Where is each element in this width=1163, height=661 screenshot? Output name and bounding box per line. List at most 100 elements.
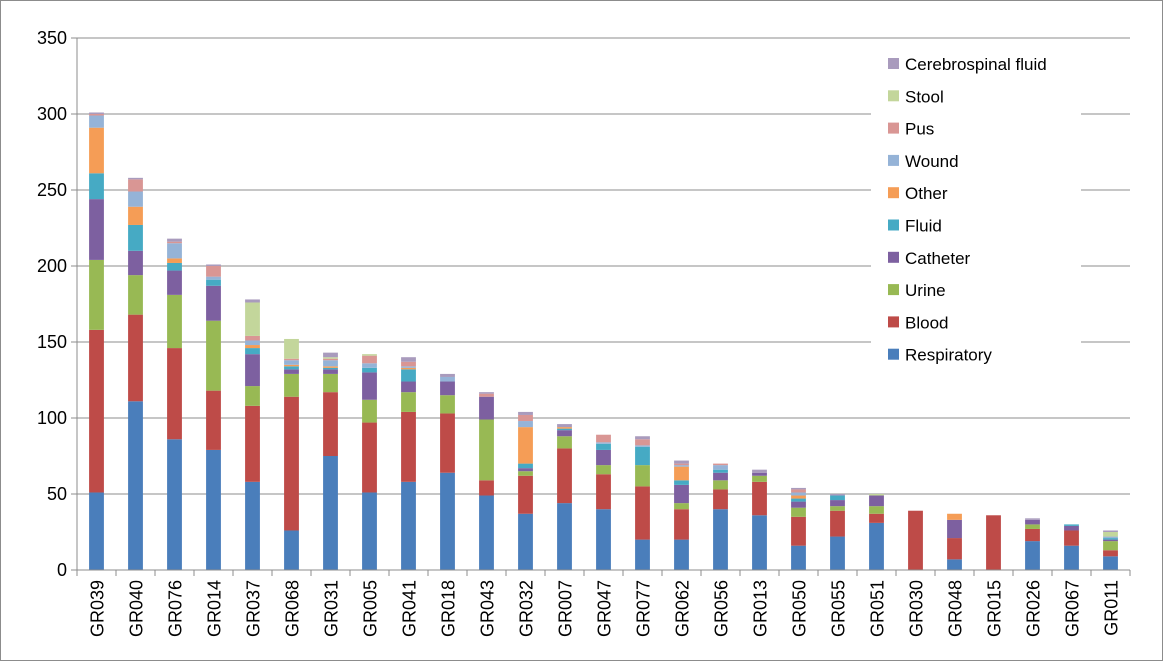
bar-segment-gr051-blood <box>869 513 884 523</box>
bar-segment-gr077-blood <box>635 486 650 540</box>
bar-segment-gr014-catheter <box>206 285 221 321</box>
bar-segment-gr031-catheter <box>323 369 338 374</box>
x-tick-label: GR005 <box>361 580 381 637</box>
x-tick-label: GR040 <box>127 580 147 637</box>
bar-segment-gr031-urine <box>323 373 338 393</box>
x-tick-label: GR068 <box>283 580 303 637</box>
bar-segment-gr032-catheter <box>518 468 533 472</box>
bar-segment-gr077-cerebrospinal-fluid <box>635 436 650 440</box>
bar-segment-gr039-pus <box>89 114 104 116</box>
bar-segment-gr018-cerebrospinal-fluid <box>440 373 455 377</box>
legend-swatch <box>888 187 899 199</box>
bar-segment-gr026-catheter <box>1025 519 1040 525</box>
bar-segment-gr037-catheter <box>245 354 260 387</box>
bar-segment-gr007-catheter <box>557 430 572 437</box>
bar-segment-gr068-catheter <box>284 369 299 374</box>
bar-segment-gr005-catheter <box>362 372 377 400</box>
x-tick-label: GR031 <box>322 580 342 637</box>
bar-segment-gr068-respiratory <box>284 530 299 570</box>
bar-segment-gr043-catheter <box>479 396 494 420</box>
bar-segment-gr007-respiratory <box>557 503 572 570</box>
bar-segment-gr068-pus <box>284 358 299 361</box>
bar-segment-gr056-blood <box>713 489 728 510</box>
bar-segment-gr037-stool <box>245 302 260 336</box>
bar-segment-gr055-blood <box>830 510 845 537</box>
y-tick-labels: 0 50 100 150 200 250 300 350 <box>37 28 67 580</box>
bar-segment-gr011-urine <box>1103 541 1118 551</box>
y-tick-label: 0 <box>57 560 67 580</box>
legend: Cerebrospinal fluid Stool Pus Wound Other Flu… <box>888 55 1047 365</box>
bar-segment-gr055-fluid <box>830 495 845 501</box>
bar-segment-gr062-cerebrospinal-fluid <box>674 460 689 464</box>
bar-segment-gr013-urine <box>752 475 767 482</box>
bar-segment-gr047-wound <box>596 442 611 444</box>
x-tick-label: GR048 <box>946 580 966 637</box>
x-tick-label: GR013 <box>751 580 771 637</box>
x-tick-label: GR062 <box>673 580 693 637</box>
bar-segment-gr032-cerebrospinal-fluid <box>518 411 533 415</box>
bar-segment-gr056-urine <box>713 480 728 490</box>
legend-swatch <box>888 284 899 296</box>
bar-segment-gr041-other <box>401 367 416 370</box>
x-tick-label: GR043 <box>478 580 498 637</box>
bar-segment-gr068-urine <box>284 373 299 397</box>
bar-segment-gr014-blood <box>206 390 221 450</box>
x-tick-label: GR051 <box>868 580 888 637</box>
x-tick-label: GR014 <box>205 580 225 637</box>
bar-segment-gr032-fluid <box>518 463 533 469</box>
bar-segment-gr047-fluid <box>596 443 611 450</box>
bar-segment-gr062-urine <box>674 503 689 510</box>
bar-segment-gr040-wound <box>128 191 143 207</box>
legend-label: Fluid <box>905 217 942 236</box>
legend-swatch <box>888 58 899 69</box>
bar-segment-gr076-cerebrospinal-fluid <box>167 238 182 242</box>
legend-swatch <box>888 122 899 134</box>
bar-segment-gr047-respiratory <box>596 509 611 570</box>
legend-swatch <box>888 154 899 166</box>
bars <box>89 112 1118 570</box>
legend-swatch <box>888 348 899 360</box>
bar-segment-gr076-fluid <box>167 262 182 271</box>
bar-segment-gr037-blood <box>245 405 260 482</box>
bar-segment-gr076-other <box>167 258 182 263</box>
bar-segment-gr076-wound <box>167 243 182 259</box>
bar-segment-gr040-cerebrospinal-fluid <box>128 177 143 180</box>
legend-label: Stool <box>905 87 944 106</box>
bar-segment-gr068-wound <box>284 360 299 365</box>
bar-segment-gr031-cerebrospinal-fluid <box>323 352 338 358</box>
bar-segment-gr014-fluid <box>206 279 221 286</box>
bar-segment-gr037-respiratory <box>245 481 260 570</box>
bar-segment-gr056-catheter <box>713 472 728 481</box>
bar-segment-gr018-respiratory <box>440 472 455 570</box>
bar-segment-gr050-catheter <box>791 501 806 508</box>
bar-segment-gr007-other <box>557 427 572 429</box>
legend-swatch <box>888 316 899 328</box>
bar-segment-gr043-respiratory <box>479 495 494 570</box>
bar-segment-gr062-wound <box>674 465 689 467</box>
bar-segment-gr039-fluid <box>89 173 104 200</box>
bar-segment-gr047-blood <box>596 474 611 510</box>
bar-segment-gr040-blood <box>128 314 143 402</box>
bar-segment-gr041-fluid <box>401 369 416 382</box>
bar-segment-gr005-fluid <box>362 367 377 373</box>
bar-segment-gr039-respiratory <box>89 492 104 570</box>
bar-segment-gr077-wound <box>635 445 650 447</box>
legend-swatch <box>888 219 899 231</box>
bar-segment-gr026-cerebrospinal-fluid <box>1025 518 1040 520</box>
bar-segment-gr040-other <box>128 206 143 225</box>
bar-segment-gr047-catheter <box>596 449 611 466</box>
bar-segment-gr067-catheter <box>1064 525 1079 531</box>
bar-segment-gr018-wound <box>440 376 455 382</box>
bar-segment-gr005-urine <box>362 399 377 423</box>
y-tick-label: 50 <box>47 484 67 504</box>
bar-segment-gr056-fluid <box>713 469 728 473</box>
bar-segment-gr018-blood <box>440 413 455 473</box>
bar-segment-gr013-catheter <box>752 472 767 476</box>
x-tick-label: GR047 <box>595 580 615 637</box>
bar-segment-gr077-pus <box>635 439 650 446</box>
bar-segment-gr062-respiratory <box>674 539 689 570</box>
legend-label: Urine <box>905 281 946 300</box>
bar-segment-gr014-respiratory <box>206 449 221 570</box>
bar-segment-gr048-catheter <box>947 519 962 539</box>
x-tick-label: GR007 <box>556 580 576 637</box>
